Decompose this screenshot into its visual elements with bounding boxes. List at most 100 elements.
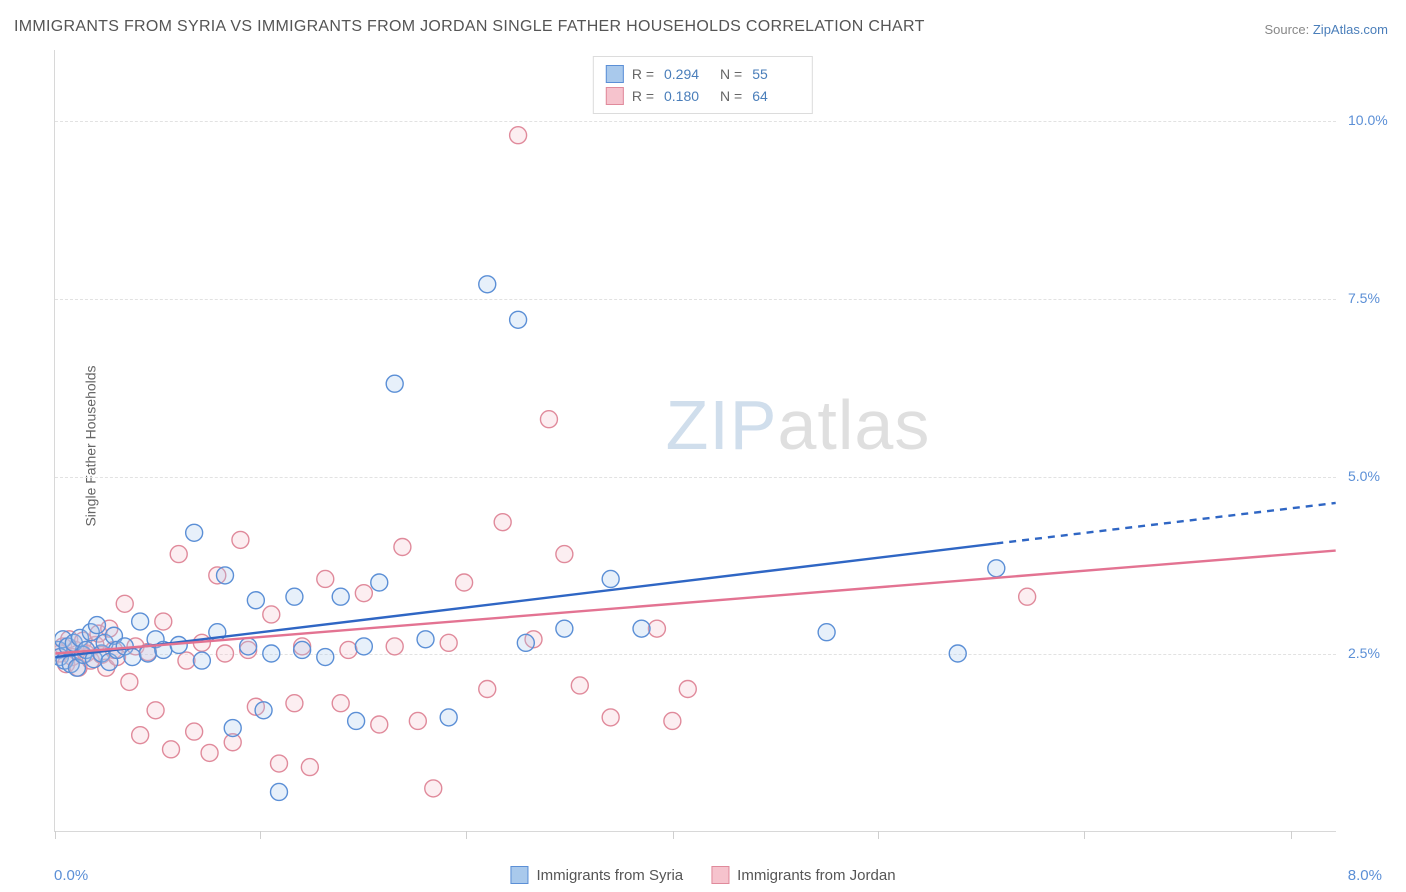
- legend-label-syria: Immigrants from Syria: [536, 867, 683, 884]
- r-label: R =: [632, 66, 654, 82]
- x-axis-max-label: 8.0%: [1348, 867, 1382, 884]
- n-label: N =: [720, 66, 742, 82]
- scatter-point-syria: [193, 652, 210, 669]
- scatter-point-syria: [332, 588, 349, 605]
- scatter-point-jordan: [394, 539, 411, 556]
- scatter-point-jordan: [301, 759, 318, 776]
- scatter-point-syria: [124, 649, 141, 666]
- scatter-point-syria: [386, 375, 403, 392]
- legend-item-jordan: Immigrants from Jordan: [711, 866, 895, 884]
- scatter-point-syria: [556, 620, 573, 637]
- scatter-point-jordan: [648, 620, 665, 637]
- scatter-point-jordan: [479, 681, 496, 698]
- scatter-point-jordan: [556, 546, 573, 563]
- r-label: R =: [632, 88, 654, 104]
- x-tick-mark: [466, 831, 467, 839]
- scatter-point-jordan: [232, 531, 249, 548]
- trendline-syria-dashed: [996, 503, 1335, 543]
- scatter-point-jordan: [571, 677, 588, 694]
- scatter-point-jordan: [340, 641, 357, 658]
- scatter-point-syria: [348, 712, 365, 729]
- scatter-point-jordan: [510, 127, 527, 144]
- x-tick-mark: [673, 831, 674, 839]
- scatter-point-jordan: [425, 780, 442, 797]
- scatter-point-jordan: [271, 755, 288, 772]
- scatter-point-jordan: [217, 645, 234, 662]
- scatter-point-syria: [317, 649, 334, 666]
- swatch-syria: [606, 65, 624, 83]
- scatter-point-syria: [271, 783, 288, 800]
- scatter-point-jordan: [121, 673, 138, 690]
- scatter-point-jordan: [186, 723, 203, 740]
- scatter-point-jordan: [332, 695, 349, 712]
- x-axis-min-label: 0.0%: [54, 867, 88, 884]
- scatter-point-jordan: [178, 652, 195, 669]
- scatter-point-syria: [602, 570, 619, 587]
- legend-stats-row-syria: R = 0.294 N = 55: [606, 63, 800, 85]
- y-tick-label: 2.5%: [1348, 645, 1380, 661]
- scatter-point-syria: [949, 645, 966, 662]
- scatter-point-syria: [818, 624, 835, 641]
- swatch-jordan: [606, 87, 624, 105]
- scatter-point-syria: [286, 588, 303, 605]
- scatter-point-jordan: [494, 514, 511, 531]
- scatter-point-jordan: [132, 727, 149, 744]
- scatter-point-syria: [510, 311, 527, 328]
- scatter-point-jordan: [664, 712, 681, 729]
- legend-item-syria: Immigrants from Syria: [510, 866, 683, 884]
- scatter-point-jordan: [540, 411, 557, 428]
- source-link[interactable]: ZipAtlas.com: [1313, 22, 1388, 37]
- scatter-point-syria: [132, 613, 149, 630]
- scatter-point-jordan: [116, 595, 133, 612]
- scatter-point-syria: [88, 617, 105, 634]
- x-tick-mark: [1291, 831, 1292, 839]
- scatter-point-jordan: [355, 585, 372, 602]
- scatter-point-jordan: [163, 741, 180, 758]
- scatter-point-jordan: [147, 702, 164, 719]
- x-tick-mark: [878, 831, 879, 839]
- scatter-point-syria: [263, 645, 280, 662]
- legend-stats-box: R = 0.294 N = 55 R = 0.180 N = 64: [593, 56, 813, 114]
- n-value-jordan: 64: [752, 88, 800, 104]
- r-value-syria: 0.294: [664, 66, 712, 82]
- n-label: N =: [720, 88, 742, 104]
- scatter-point-jordan: [440, 634, 457, 651]
- scatter-point-syria: [294, 641, 311, 658]
- scatter-point-jordan: [201, 744, 218, 761]
- scatter-point-syria: [240, 638, 257, 655]
- scatter-point-syria: [255, 702, 272, 719]
- source-prefix: Source:: [1264, 22, 1312, 37]
- scatter-point-jordan: [456, 574, 473, 591]
- scatter-svg: [55, 50, 1336, 831]
- scatter-point-jordan: [1019, 588, 1036, 605]
- scatter-point-jordan: [409, 712, 426, 729]
- scatter-point-syria: [371, 574, 388, 591]
- scatter-point-syria: [517, 634, 534, 651]
- plot-area: ZIPatlas: [54, 50, 1336, 832]
- scatter-point-jordan: [155, 613, 172, 630]
- y-tick-label: 7.5%: [1348, 290, 1380, 306]
- x-tick-mark: [1084, 831, 1085, 839]
- scatter-point-syria: [417, 631, 434, 648]
- chart-title: IMMIGRANTS FROM SYRIA VS IMMIGRANTS FROM…: [14, 18, 925, 36]
- scatter-point-syria: [186, 524, 203, 541]
- r-value-jordan: 0.180: [664, 88, 712, 104]
- legend-stats-row-jordan: R = 0.180 N = 64: [606, 85, 800, 107]
- legend-label-jordan: Immigrants from Jordan: [737, 867, 895, 884]
- swatch-syria: [510, 866, 528, 884]
- scatter-point-jordan: [317, 570, 334, 587]
- swatch-jordan: [711, 866, 729, 884]
- scatter-point-syria: [217, 567, 234, 584]
- y-tick-label: 5.0%: [1348, 468, 1380, 484]
- y-tick-label: 10.0%: [1348, 112, 1388, 128]
- legend-series: Immigrants from Syria Immigrants from Jo…: [510, 866, 895, 884]
- x-tick-mark: [260, 831, 261, 839]
- n-value-syria: 55: [752, 66, 800, 82]
- scatter-point-syria: [355, 638, 372, 655]
- scatter-point-jordan: [386, 638, 403, 655]
- scatter-point-jordan: [286, 695, 303, 712]
- scatter-point-jordan: [679, 681, 696, 698]
- x-tick-mark: [55, 831, 56, 839]
- source-attribution: Source: ZipAtlas.com: [1264, 22, 1388, 37]
- scatter-point-syria: [224, 720, 241, 737]
